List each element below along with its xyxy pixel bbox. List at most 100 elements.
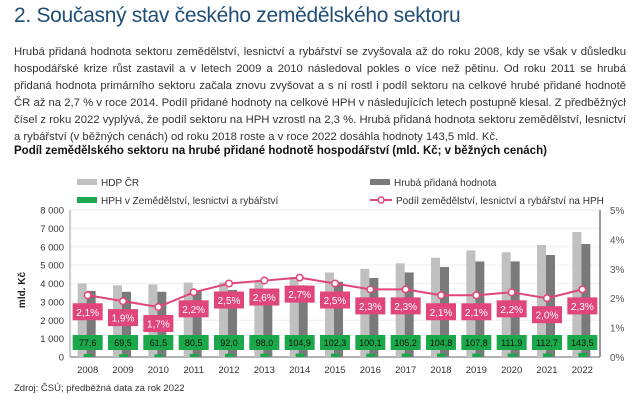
share-label-box xyxy=(426,303,456,321)
paragraph-line: Hrubá přidaná hodnota sektoru zemědělstv… xyxy=(14,46,626,58)
agriculture-label-box xyxy=(143,335,174,350)
x-tick-label: 2009 xyxy=(112,365,133,376)
share-data-label: 1,9% xyxy=(112,314,135,325)
y-tick-label: 4 000 xyxy=(40,279,64,290)
bar-hdp xyxy=(537,244,546,357)
agriculture-label-box xyxy=(249,335,280,350)
share-label-box xyxy=(284,285,315,303)
share-label-box xyxy=(143,315,174,333)
bar-agriculture xyxy=(472,353,482,357)
agriculture-label-box xyxy=(461,335,492,350)
bar-agriculture xyxy=(83,354,93,357)
share-data-label: 2,3% xyxy=(571,302,594,313)
x-tick-label: 2013 xyxy=(254,365,275,376)
agriculture-data-label: 100,1 xyxy=(359,338,382,348)
x-tick-label: 2017 xyxy=(395,365,416,376)
agriculture-data-label: 143,5 xyxy=(571,338,594,348)
share-point xyxy=(436,291,446,300)
share-point xyxy=(189,288,198,297)
paragraph-line: přidaná hodnota primárního sektoru začal… xyxy=(14,80,626,92)
bar-agriculture xyxy=(578,352,588,357)
agriculture-data-label: 111,9 xyxy=(501,338,522,348)
y-tick-label: 6 000 xyxy=(40,242,64,253)
agriculture-data-label: 107,8 xyxy=(465,338,488,348)
paragraph-line: ČR až na 2,7 % v roce 2014. Podíl přidan… xyxy=(14,97,626,109)
agriculture-data-label: 61,5 xyxy=(150,338,168,348)
legend-swatch-hph xyxy=(370,179,390,185)
share-point xyxy=(154,302,163,312)
chart: 0 1 000 2 000 3 000 4 000 5 000 6 000 7 000 8 00… xyxy=(17,176,625,376)
bar-agriculture xyxy=(260,353,270,357)
y-tick-label: 7 000 xyxy=(40,224,64,235)
share-label-box xyxy=(72,303,103,321)
bar-hdp xyxy=(289,277,299,357)
y-tick-label: 2 000 xyxy=(40,316,64,327)
share-point xyxy=(366,285,375,294)
agriculture-data-label: 102,3 xyxy=(324,338,347,348)
share-data-label: 2,1% xyxy=(465,308,488,319)
bar-hdp xyxy=(183,282,193,357)
bar-agriculture xyxy=(119,354,128,357)
share-label-box xyxy=(496,300,527,318)
agriculture-label-box xyxy=(567,335,598,350)
bar-agriculture xyxy=(366,353,376,357)
agriculture-label-box xyxy=(284,335,315,350)
y2-tick-label: 0% xyxy=(610,353,625,364)
x-tick-label: 2022 xyxy=(572,365,593,376)
share-point xyxy=(542,294,552,303)
share-data-label: 2,3% xyxy=(394,302,417,313)
y2-tick-label: 2% xyxy=(610,294,625,305)
agriculture-data-label: 112,7 xyxy=(536,338,558,348)
chart-title: Podíl zemědělského sektoru na hrubé přid… xyxy=(14,145,547,157)
x-tick-label: 2020 xyxy=(501,365,522,376)
share-data-label: 2,0% xyxy=(536,311,559,322)
bar-hph xyxy=(404,272,414,357)
x-tick-label: 2019 xyxy=(466,365,487,376)
bar-agriculture xyxy=(295,353,305,357)
share-point xyxy=(507,288,516,297)
share-data-label: 2,5% xyxy=(218,296,241,307)
agriculture-label-box xyxy=(108,335,138,350)
legend-label-hdp: HDP ČR xyxy=(101,176,139,189)
bar-hdp xyxy=(219,282,228,357)
agriculture-data-label: 92,0 xyxy=(220,338,238,348)
share-point xyxy=(401,285,410,294)
agriculture-label-box xyxy=(390,335,421,350)
agriculture-data-label: 104,8 xyxy=(430,338,453,348)
bar-agriculture xyxy=(437,353,446,357)
bar-agriculture xyxy=(189,354,199,357)
share-label-box xyxy=(214,291,244,309)
share-data-label: 2,2% xyxy=(182,305,205,316)
share-data-label: 2,7% xyxy=(288,290,311,301)
x-tick-label: 2016 xyxy=(360,365,381,376)
bar-agriculture xyxy=(225,353,234,357)
bar-hdp xyxy=(572,232,582,357)
x-tick-label: 2011 xyxy=(183,365,203,376)
share-data-label: 2,2% xyxy=(500,305,523,316)
share-label-box xyxy=(108,309,138,327)
share-label-box xyxy=(532,306,562,324)
x-tick-label: 2012 xyxy=(218,365,239,376)
paragraph-line: hospodářské krize růst zastavil a v lete… xyxy=(14,63,626,75)
x-tick-label: 2010 xyxy=(148,365,169,376)
bar-hph xyxy=(298,285,308,357)
x-tick-label: 2018 xyxy=(430,365,451,376)
agriculture-label-box xyxy=(72,335,103,350)
bar-hph xyxy=(86,290,96,357)
share-point xyxy=(472,291,481,300)
y-tick-label: 5 000 xyxy=(40,261,64,272)
share-label-box xyxy=(178,300,209,318)
x-tick-label: 2021 xyxy=(536,365,557,376)
legend-swatch-hdp xyxy=(77,179,97,185)
y2-tick-label: 5% xyxy=(610,206,625,217)
x-tick-label: 2015 xyxy=(324,365,345,376)
share-point xyxy=(118,297,128,306)
agriculture-label-box xyxy=(320,335,350,350)
x-tick-label: 2014 xyxy=(289,365,310,376)
legend-swatch-agriculture xyxy=(77,197,97,203)
y-tick-label: 1 000 xyxy=(40,334,64,345)
bar-agriculture xyxy=(543,353,552,357)
share-label-box xyxy=(567,297,598,315)
y2-tick-label: 1% xyxy=(610,324,625,335)
bar-hph xyxy=(263,289,273,357)
